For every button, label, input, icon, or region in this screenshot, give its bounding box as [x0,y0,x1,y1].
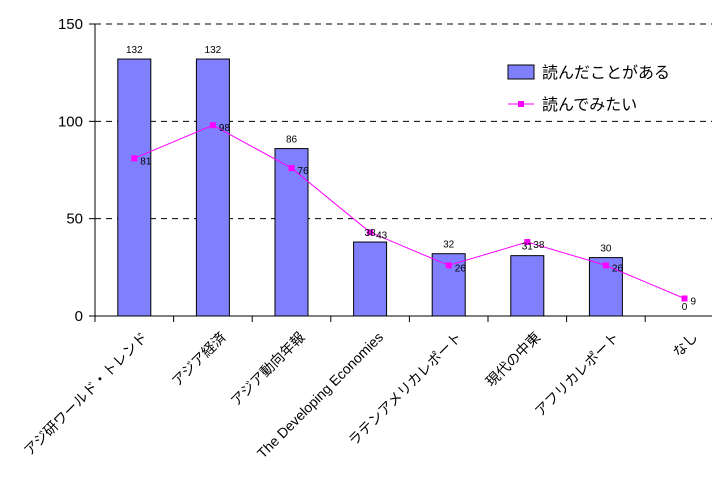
line-point [131,155,138,162]
bar-value-label: 38 [365,228,377,239]
line-point [288,165,295,172]
legend-swatch-marker [518,101,524,107]
category-label: アジア経済 [169,329,229,389]
line-value-label: 26 [612,263,624,274]
line-point [209,122,216,129]
bar-value-label: 32 [443,240,455,251]
bar-value-label: 31 [522,242,534,253]
y-tick-label: 150 [58,16,83,33]
line-value-label: 26 [455,263,467,274]
line-value-label: 81 [140,156,152,167]
category-label: アジア動向年報 [227,329,307,409]
line-value-label: 98 [219,123,231,134]
y-tick-label: 50 [66,211,83,228]
line-point [367,229,374,236]
bar [195,58,230,317]
bar [510,255,545,317]
line-point [602,262,609,269]
legend-label: 読んだことがある [542,64,670,82]
line-value-label: 9 [691,296,697,307]
line-value-label: 43 [376,230,388,241]
gridlines [95,23,712,220]
y-tick-label: 100 [58,113,83,130]
legend-swatch-bar [507,64,535,80]
line-point [445,262,452,269]
line-series [131,122,688,302]
legend-label: 読んでみたい [542,96,637,114]
line-value-label: 76 [298,166,310,177]
line-point [681,295,688,302]
line-point [524,239,531,246]
series-line [134,124,685,299]
category-label: アフリカレポート [532,329,623,420]
y-tick-label: 0 [75,308,83,325]
bar-value-label: 0 [682,302,688,313]
bar [353,241,388,317]
category-label: The Developing Economies [254,329,386,461]
category-label: アジ研ワールド・トレンド [21,329,151,459]
category-label: なし [670,329,701,360]
bar-value-label: 132 [126,45,143,56]
category-label: 現代の中東 [483,329,544,390]
bar-value-label: 132 [205,45,222,56]
bar [117,58,152,317]
bar-value-label: 86 [286,135,298,146]
data-labels: 132 132 86 38 32 31 30 0 81 98 76 43 26 38 26 9 [126,45,697,313]
bar-value-label: 30 [600,244,612,255]
line-value-label: 38 [533,240,545,251]
